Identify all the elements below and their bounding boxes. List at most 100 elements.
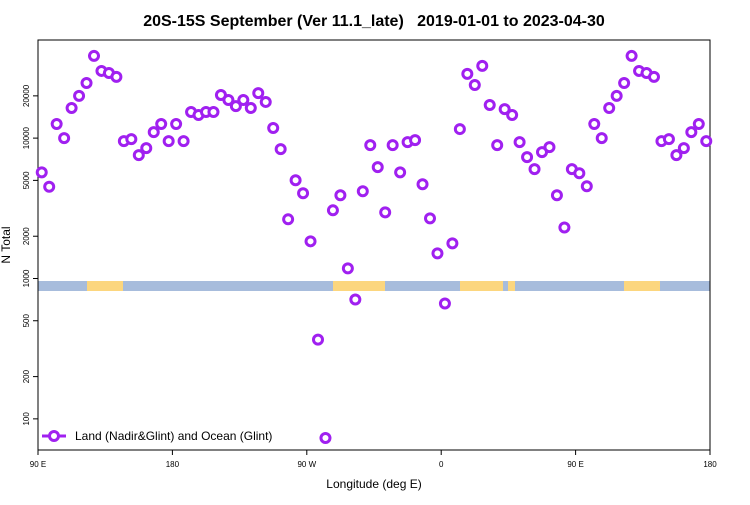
data-point xyxy=(394,166,407,179)
data-point xyxy=(625,49,638,62)
data-point xyxy=(648,70,660,83)
x-tick-label: 180 xyxy=(166,460,180,469)
data-point xyxy=(461,67,474,80)
data-point xyxy=(319,432,332,445)
data-point xyxy=(409,134,422,147)
data-point xyxy=(274,143,287,156)
x-tick-label: 90 E xyxy=(567,460,583,469)
data-point xyxy=(700,135,713,148)
surface-band xyxy=(38,281,710,291)
data-point xyxy=(662,133,675,146)
series xyxy=(35,49,713,445)
data-point xyxy=(125,133,138,146)
data-point xyxy=(170,118,183,131)
data-point xyxy=(259,95,272,108)
data-point xyxy=(453,123,466,136)
legend-label: Land (Nadir&Glint) and Ocean (Glint) xyxy=(75,429,272,443)
data-point xyxy=(550,189,563,202)
land-segment xyxy=(624,281,660,291)
data-point xyxy=(341,262,354,275)
data-point xyxy=(207,106,220,119)
data-point xyxy=(132,149,145,162)
data-point xyxy=(244,101,257,114)
x-tick-label: 90 E xyxy=(30,460,46,469)
data-point xyxy=(304,235,317,248)
data-point xyxy=(35,166,48,179)
data-point xyxy=(252,87,265,100)
data-point xyxy=(580,180,593,193)
data-point xyxy=(521,151,534,164)
data-point xyxy=(424,212,436,225)
data-point xyxy=(356,185,369,198)
data-point xyxy=(65,101,78,114)
data-point xyxy=(483,99,496,112)
data-point xyxy=(237,93,250,106)
data-point xyxy=(43,180,56,193)
chart-title: 20S-15S September (Ver 11.1_late) 2019-0… xyxy=(143,13,605,30)
data-point xyxy=(618,76,631,89)
data-point xyxy=(282,213,295,226)
data-point xyxy=(595,132,608,145)
data-point xyxy=(312,333,324,346)
data-point xyxy=(155,118,168,131)
data-point xyxy=(58,132,71,145)
data-point xyxy=(431,247,444,260)
x-tick-label: 180 xyxy=(703,460,717,469)
data-point xyxy=(162,135,175,148)
data-point xyxy=(692,118,705,131)
data-point xyxy=(147,126,160,139)
data-point xyxy=(588,118,601,131)
legend-marker xyxy=(48,430,60,442)
data-point xyxy=(603,101,616,114)
data-point xyxy=(289,174,302,187)
data-point xyxy=(177,135,190,148)
land-segment xyxy=(508,281,515,291)
data-point xyxy=(326,204,339,217)
data-point xyxy=(491,139,504,152)
data-point xyxy=(140,142,153,155)
data-point xyxy=(334,189,347,202)
data-point xyxy=(677,142,690,155)
y-tick-label: 2000 xyxy=(22,227,31,245)
data-point xyxy=(386,139,399,152)
data-point xyxy=(267,122,280,135)
data-point xyxy=(670,149,683,162)
data-point xyxy=(506,109,519,122)
y-tick-label: 5000 xyxy=(22,171,31,189)
data-point xyxy=(349,293,362,306)
data-point xyxy=(88,49,100,62)
data-point xyxy=(468,78,481,91)
y-tick-label: 500 xyxy=(22,314,31,328)
data-point xyxy=(297,187,310,200)
y-axis-label: N Total xyxy=(0,226,13,263)
data-point xyxy=(416,178,429,191)
data-point xyxy=(446,237,459,250)
land-segment xyxy=(87,281,123,291)
data-point xyxy=(80,76,93,89)
x-tick-label: 0 xyxy=(439,460,444,469)
data-point xyxy=(498,103,511,116)
land-segment xyxy=(460,281,503,291)
y-tick-label: 200 xyxy=(22,369,31,383)
x-tick-label: 90 W xyxy=(297,460,316,469)
data-point xyxy=(685,126,698,139)
data-point xyxy=(371,161,384,174)
data-point xyxy=(438,297,451,310)
y-tick-label: 1000 xyxy=(22,269,31,287)
data-point xyxy=(513,136,526,149)
data-point xyxy=(73,89,86,102)
data-point xyxy=(50,118,63,131)
data-point xyxy=(543,141,556,154)
y-tick-label: 20000 xyxy=(22,84,31,107)
data-point xyxy=(558,221,571,234)
data-point xyxy=(222,93,235,106)
data-point xyxy=(476,59,489,72)
data-point xyxy=(379,206,392,219)
data-point xyxy=(528,163,541,176)
data-point xyxy=(110,70,123,83)
plot-frame xyxy=(37,39,711,451)
y-tick-label: 10000 xyxy=(22,126,31,149)
data-point xyxy=(364,139,377,152)
data-point xyxy=(573,167,586,180)
